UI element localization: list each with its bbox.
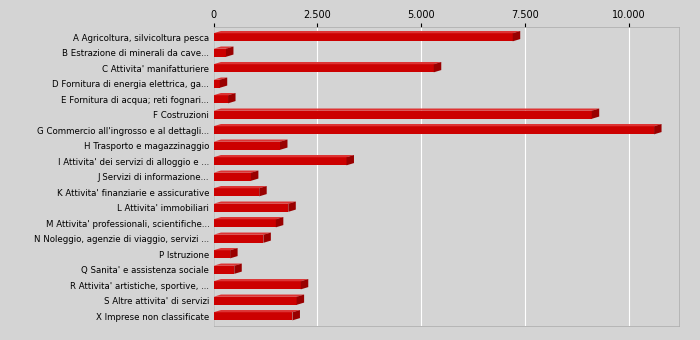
Bar [214,281,301,289]
Polygon shape [301,279,308,289]
Bar [214,95,228,103]
Polygon shape [214,279,308,281]
Polygon shape [214,171,258,173]
Polygon shape [220,78,228,88]
Bar [214,64,434,72]
Polygon shape [251,171,258,181]
Polygon shape [214,78,228,80]
Bar [214,111,592,119]
Polygon shape [230,248,237,258]
Polygon shape [297,294,304,305]
Polygon shape [214,186,267,188]
Polygon shape [226,47,233,57]
Polygon shape [214,264,242,266]
Bar [214,250,230,258]
Polygon shape [434,62,441,72]
Polygon shape [214,47,233,49]
Polygon shape [280,139,288,150]
Bar [214,173,251,181]
Bar [214,188,259,196]
Polygon shape [214,93,235,95]
Bar [214,49,226,57]
Bar [214,219,276,227]
Polygon shape [234,264,241,274]
Bar [214,126,654,134]
Bar [214,142,280,150]
Polygon shape [228,93,235,103]
Polygon shape [214,124,662,126]
Polygon shape [293,310,300,320]
Bar [214,312,293,320]
Polygon shape [214,202,296,204]
Polygon shape [259,186,267,196]
Polygon shape [592,108,599,119]
Bar [214,33,512,41]
Polygon shape [214,31,520,33]
Bar [214,297,297,305]
Polygon shape [346,155,354,165]
Polygon shape [263,233,271,243]
Polygon shape [214,294,304,297]
Polygon shape [214,62,441,64]
Bar [214,266,235,274]
Bar [214,204,288,212]
Polygon shape [214,108,599,111]
Polygon shape [288,202,296,212]
Polygon shape [214,155,354,157]
Bar [214,157,346,165]
Polygon shape [512,31,520,41]
Polygon shape [276,217,284,227]
Polygon shape [654,124,662,134]
Polygon shape [214,233,271,235]
Polygon shape [214,139,288,142]
Bar [214,235,263,243]
Polygon shape [214,248,237,250]
Bar [214,80,220,88]
Polygon shape [214,310,300,312]
Polygon shape [214,217,284,219]
